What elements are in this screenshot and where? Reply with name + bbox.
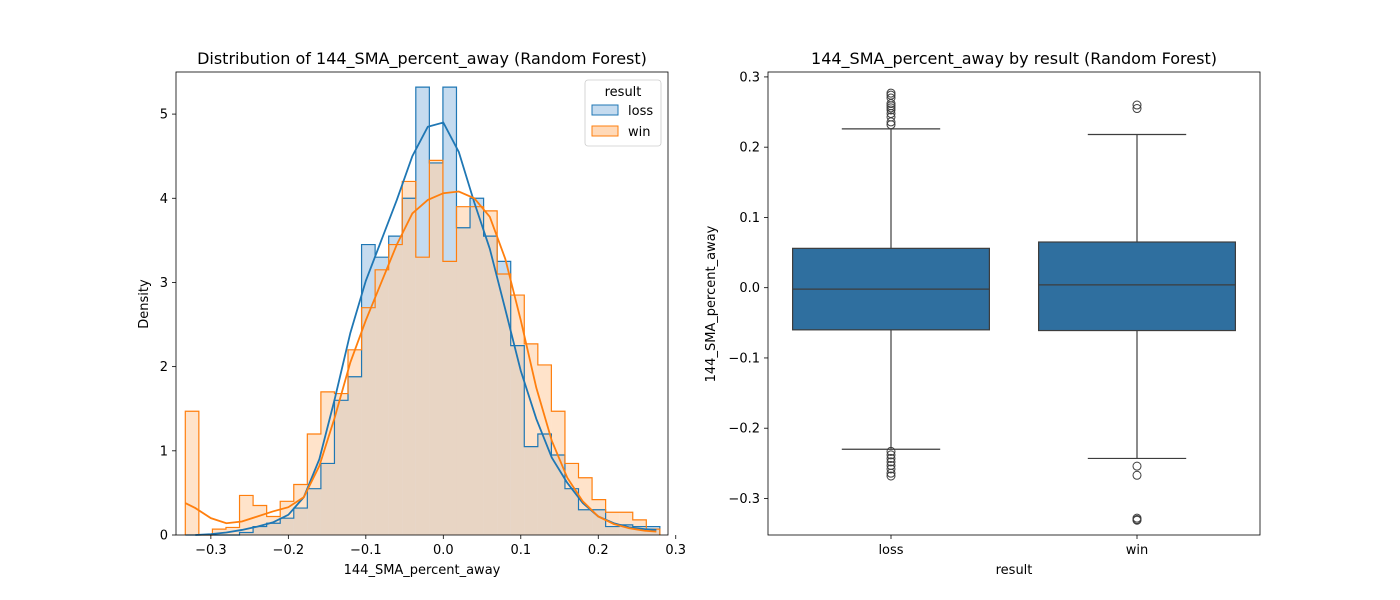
histogram-bar-win — [388, 244, 403, 535]
x-tick-label: 0.1 — [510, 543, 531, 558]
outlier-point-loss — [886, 93, 896, 103]
histogram-bar-win — [348, 349, 362, 535]
y-tick-label: 0.1 — [739, 211, 760, 226]
histogram-bar-win — [307, 433, 321, 535]
boxplot-title: 144_SMA_percent_away by result (Random F… — [811, 49, 1217, 69]
boxplot-x-label: result — [996, 563, 1033, 578]
histogram-title: Distribution of 144_SMA_percent_away (Ra… — [197, 49, 647, 69]
y-tick-label: 5 — [160, 108, 168, 123]
histogram-bar-win — [483, 210, 498, 535]
outlier-point-win — [1132, 104, 1142, 114]
y-tick-label: −0.1 — [728, 351, 760, 366]
histogram-bar-win — [239, 495, 254, 535]
boxplot-x-ticks: loss win — [878, 535, 1148, 558]
histogram-bar-win — [456, 206, 471, 535]
histogram-bar-win — [497, 274, 511, 535]
outlier-point-loss — [886, 453, 896, 463]
histogram-y-label: Density — [137, 279, 152, 329]
x-tick-label: 0.3 — [665, 543, 686, 558]
x-tick-label: win — [1126, 543, 1148, 558]
outlier-point-loss — [886, 468, 896, 478]
x-tick-label: −0.3 — [195, 543, 227, 558]
outlier-point-loss — [886, 446, 896, 456]
legend-label-loss: loss — [628, 104, 653, 119]
histogram-y-ticks: 0 1 2 3 4 5 — [160, 108, 176, 544]
kde-line-loss — [195, 121, 657, 536]
histogram-chart: −0.3 −0.2 −0.1 0.0 0.1 0.2 0.3 0 1 2 3 4 5 Distribu… — [137, 49, 686, 578]
y-tick-label: 0.3 — [739, 70, 760, 85]
legend-swatch-win — [591, 125, 619, 137]
histogram-bar-win — [402, 181, 416, 535]
legend-label-win: win — [628, 125, 650, 140]
outlier-point-loss — [886, 88, 896, 98]
kde-curves — [184, 121, 657, 536]
histogram-bar-win — [524, 343, 538, 535]
y-tick-label: −0.2 — [728, 422, 760, 437]
histogram-bar-win — [551, 411, 565, 535]
histogram-bar-win — [334, 393, 349, 535]
y-tick-label: 4 — [160, 192, 168, 207]
histogram-axes-frame — [175, 71, 669, 536]
histogram-bar-win — [510, 295, 525, 535]
x-tick-label: −0.2 — [273, 543, 305, 558]
histogram-bar-win — [415, 257, 430, 535]
histogram-bar-win — [361, 307, 376, 535]
y-tick-label: 0.2 — [739, 141, 760, 156]
y-tick-label: 3 — [160, 276, 168, 291]
boxplot-axes-frame — [767, 71, 1261, 536]
outlier-point-loss — [886, 105, 896, 115]
y-tick-label: 0 — [160, 529, 168, 544]
outlier-point-win — [1132, 461, 1142, 471]
outlier-point-loss — [886, 450, 896, 460]
outlier-point-loss — [886, 457, 896, 467]
outlier-point-win — [1132, 515, 1142, 525]
outlier-point-loss — [886, 112, 896, 122]
histogram-bar-win — [429, 160, 443, 535]
histogram-bar-win — [470, 206, 484, 535]
legend-title: result — [605, 85, 642, 100]
x-tick-label: −0.1 — [350, 543, 382, 558]
outlier-point-loss — [886, 464, 896, 474]
histogram-bars — [184, 86, 661, 536]
outlier-point-loss — [886, 103, 896, 113]
histogram-bar-win — [564, 463, 579, 535]
legend: result loss win — [584, 79, 662, 147]
histogram-x-ticks: −0.3 −0.2 −0.1 0.0 0.1 0.2 0.3 — [195, 535, 686, 558]
histogram-step-outline-win — [184, 159, 661, 536]
x-tick-label: 0.0 — [433, 543, 454, 558]
y-tick-label: −0.3 — [728, 492, 760, 507]
x-tick-label: loss — [878, 543, 903, 558]
legend-swatch-loss — [591, 104, 619, 116]
kde-line-win — [184, 190, 657, 533]
histogram-bar-win — [619, 512, 633, 535]
histogram-bar-win — [442, 261, 457, 535]
box-win — [1037, 241, 1236, 332]
boxplot-elements — [791, 88, 1236, 525]
y-tick-label: 2 — [160, 360, 168, 375]
boxplot-y-ticks: −0.3 −0.2 −0.1 0.0 0.1 0.2 0.3 — [728, 70, 768, 507]
histogram-bar-win — [253, 505, 267, 535]
outlier-point-win — [1132, 100, 1142, 110]
histogram-bar-win — [375, 269, 389, 535]
outlier-point-loss — [886, 471, 896, 481]
y-tick-label: 0.0 — [739, 281, 760, 296]
outlier-point-win — [1132, 470, 1142, 480]
boxplot-chart: loss win −0.3 −0.2 −0.1 0.0 0.1 0.2 0.3 144_SMA… — [704, 49, 1261, 578]
histogram-x-label: 144_SMA_percent_away — [344, 563, 501, 578]
outlier-point-loss — [886, 90, 896, 100]
histogram-bar-win — [212, 529, 226, 535]
boxplot-y-label: 144_SMA_percent_away — [704, 225, 719, 382]
x-tick-label: 0.2 — [588, 543, 609, 558]
histogram-bar-win — [185, 411, 199, 535]
y-tick-label: 1 — [160, 444, 168, 459]
